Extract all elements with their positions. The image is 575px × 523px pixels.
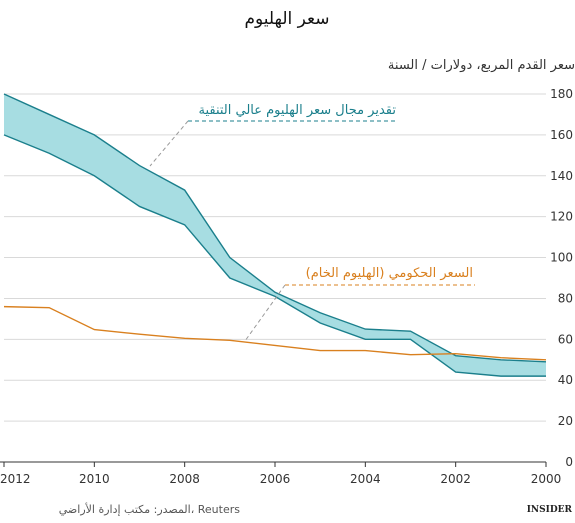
- y-tick-label: 0: [565, 455, 573, 469]
- x-tick-label: 2000: [531, 472, 562, 486]
- publisher-logo: INSIDER: [527, 505, 573, 515]
- government-price-line: [3, 305, 547, 361]
- x-tick-label: 2004: [350, 472, 381, 486]
- y-tick-label: 60: [558, 332, 573, 346]
- x-tick-label: 2010: [79, 472, 110, 486]
- band-label-leader: [149, 120, 189, 167]
- y-tick-label: 80: [558, 291, 573, 305]
- y-tick-label: 140: [550, 169, 573, 183]
- source-note: المصدر: مكتب إدارة الأراضي، Reuters: [59, 502, 241, 516]
- chart-title: سعر الهليوم: [244, 9, 329, 29]
- line-label-leader: [244, 284, 286, 342]
- band-series: [3, 93, 547, 377]
- band-area: [4, 94, 546, 377]
- band-upper-line: [3, 93, 547, 363]
- y-tick-label: 120: [550, 210, 573, 224]
- y-tick-label: 100: [550, 251, 573, 265]
- band-series-label: تقدير مجال سعر الهليوم عالي التنقية: [198, 103, 396, 118]
- x-tick-label: 2012: [0, 472, 31, 486]
- x-tick-label: 2002: [440, 472, 471, 486]
- line-series: [3, 305, 547, 361]
- band-lower-line: [3, 134, 546, 377]
- y-tick-label: 160: [550, 128, 573, 142]
- x-axis: 2012 2010 2008 2006 2004 2002 2000: [0, 461, 562, 486]
- y-tick-label: 40: [558, 373, 573, 387]
- y-tick-label: 20: [558, 414, 573, 428]
- y-tick-label: 180: [550, 87, 573, 101]
- annotations: تقدير مجال سعر الهليوم عالي التنقية السعر…: [149, 103, 475, 342]
- x-tick-label: 2006: [260, 472, 291, 486]
- x-tick-label: 2008: [169, 472, 200, 486]
- chart-subtitle: سعر القدم المربع، دولارات / السنة: [388, 58, 575, 73]
- line-series-label: السعر الحكومي (الهليوم الخام): [306, 266, 473, 281]
